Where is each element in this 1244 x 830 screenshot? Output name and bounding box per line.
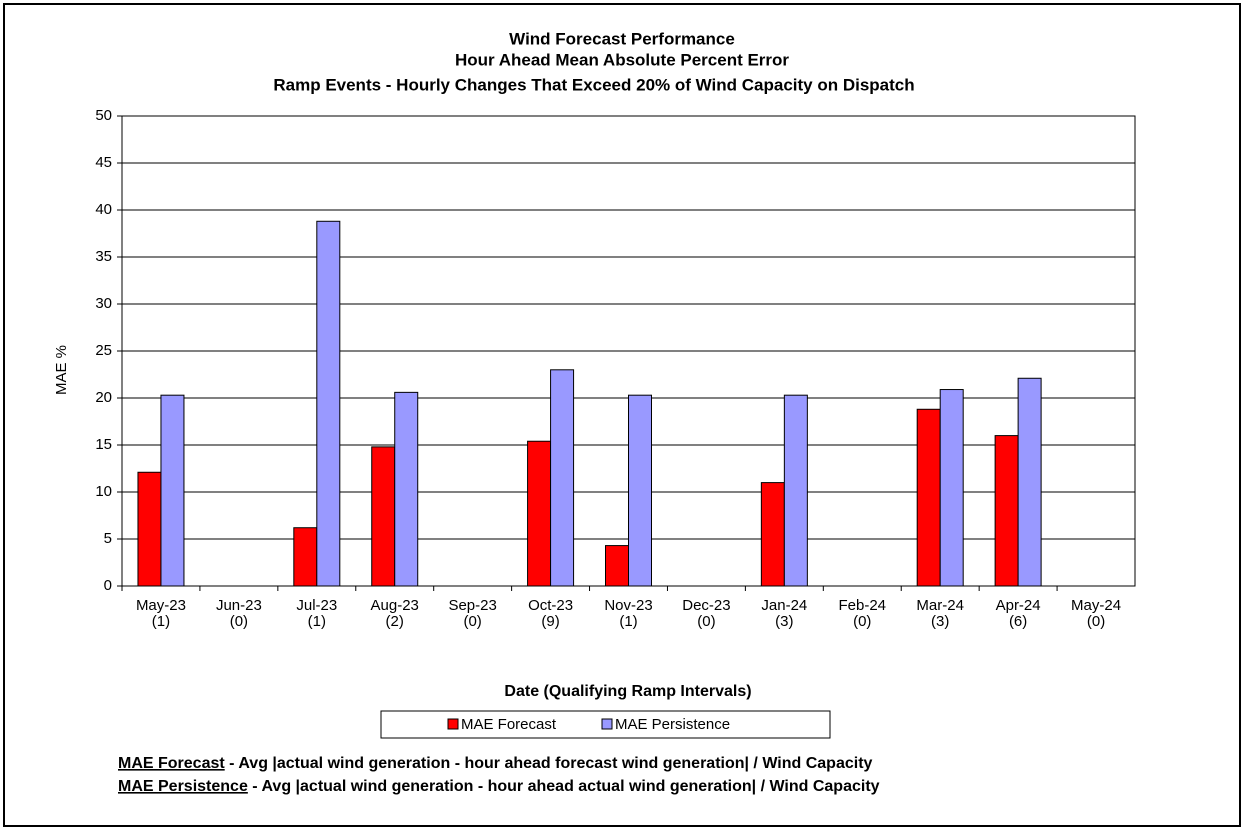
x-tick-label: (3) — [931, 613, 949, 630]
bar — [994, 435, 1019, 587]
footnote-term: MAE Persistence — [118, 778, 248, 795]
bar — [760, 482, 785, 587]
x-tick-label: May-23 — [136, 597, 186, 614]
footnote-term: MAE Forecast — [118, 755, 225, 772]
x-tick-label: Jul-23 — [296, 597, 337, 614]
x-tick-label: (2) — [386, 613, 404, 630]
x-tick-label: (1) — [619, 613, 637, 630]
chart-subtitle: Hour Ahead Mean Absolute Percent Error — [455, 50, 789, 69]
x-tick-label: May-24 — [1071, 597, 1121, 614]
x-tick-label: (0) — [463, 613, 481, 630]
footnote: MAE Persistence - Avg |actual wind gener… — [118, 778, 880, 795]
x-tick-label: (1) — [308, 613, 326, 630]
bar — [293, 527, 318, 587]
bar — [160, 394, 185, 587]
chart-title: Wind Forecast Performance — [509, 29, 735, 48]
bar — [605, 545, 629, 587]
y-tick-label: 40 — [95, 201, 112, 218]
footnote: MAE Forecast - Avg |actual wind generati… — [118, 755, 873, 772]
legend-label: MAE Forecast — [461, 716, 557, 733]
x-tick-label: Sep-23 — [448, 597, 496, 614]
bar — [939, 389, 964, 587]
footnote-text: - Avg |actual wind generation - hour ahe… — [225, 755, 873, 772]
y-tick-label: 15 — [95, 436, 112, 453]
bar — [1017, 377, 1042, 587]
chart-subtitle: Ramp Events - Hourly Changes That Exceed… — [273, 75, 914, 94]
x-tick-label: (1) — [152, 613, 170, 630]
x-tick-label: Nov-23 — [604, 597, 652, 614]
x-tick-label: (0) — [1087, 613, 1105, 630]
legend-swatch — [447, 718, 459, 730]
y-axis-title: MAE % — [53, 345, 70, 395]
x-tick-label: Feb-24 — [839, 597, 887, 614]
x-axis-title: Date (Qualifying Ramp Intervals) — [504, 683, 751, 700]
bar — [371, 446, 396, 587]
y-tick-label: 30 — [95, 295, 112, 312]
bar — [783, 394, 808, 587]
bar — [316, 220, 341, 587]
x-tick-label: Dec-23 — [682, 597, 730, 614]
x-tick-label: (3) — [775, 613, 793, 630]
legend-label: MAE Persistence — [615, 716, 730, 733]
y-tick-label: 20 — [95, 389, 112, 406]
legend-swatch — [601, 718, 613, 730]
y-tick-label: 45 — [95, 154, 112, 171]
x-tick-label: Jun-23 — [216, 597, 262, 614]
x-tick-label: Mar-24 — [916, 597, 964, 614]
bar — [550, 369, 575, 587]
x-tick-label: (0) — [853, 613, 871, 630]
x-tick-label: (6) — [1009, 613, 1027, 630]
x-tick-label: Oct-23 — [528, 597, 573, 614]
bar — [628, 394, 652, 587]
x-tick-label: Apr-24 — [996, 597, 1041, 614]
footnote-text: - Avg |actual wind generation - hour ahe… — [248, 778, 880, 795]
x-tick-label: Aug-23 — [371, 597, 419, 614]
x-tick-label: (0) — [697, 613, 715, 630]
x-tick-label: (9) — [541, 613, 559, 630]
y-tick-label: 0 — [104, 577, 112, 594]
bar — [527, 440, 552, 587]
y-tick-label: 10 — [95, 483, 112, 500]
bar — [137, 471, 162, 587]
x-tick-label: (0) — [230, 613, 248, 630]
y-tick-label: 50 — [95, 107, 112, 124]
y-tick-label: 5 — [104, 530, 112, 547]
x-tick-label: Jan-24 — [761, 597, 807, 614]
bar — [916, 408, 941, 587]
y-tick-label: 25 — [95, 342, 112, 359]
y-tick-label: 35 — [95, 248, 112, 265]
bar — [394, 391, 419, 587]
